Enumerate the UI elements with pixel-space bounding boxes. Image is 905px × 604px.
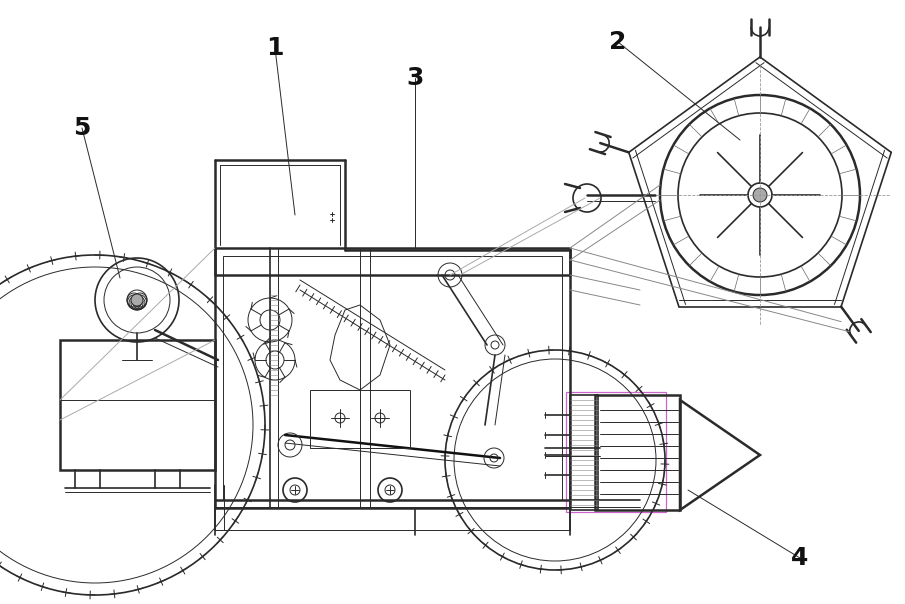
Bar [570,395,598,510]
Circle shape [753,188,767,202]
Bar [595,395,680,510]
Text: 4: 4 [791,546,809,570]
Bar [60,340,215,470]
Bar [310,390,410,448]
Bar [215,248,570,508]
Bar [566,392,666,512]
Text: 1: 1 [266,36,284,60]
Circle shape [131,294,143,306]
Text: 5: 5 [73,116,91,140]
Text: 2: 2 [609,30,626,54]
Text: 3: 3 [406,66,424,90]
Bar [223,256,562,500]
